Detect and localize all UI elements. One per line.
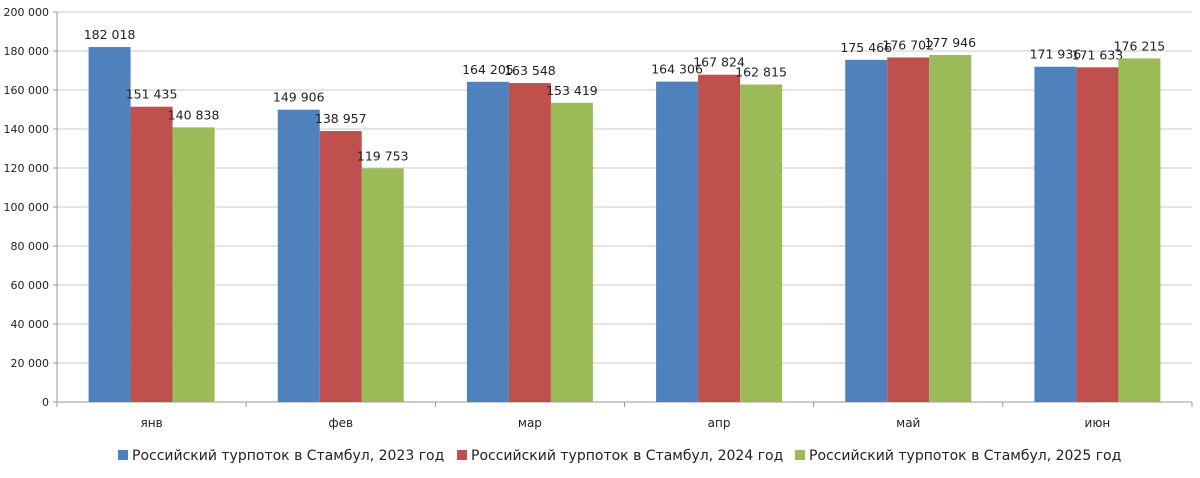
y-tick-label: 120 000: [4, 162, 50, 175]
bar-3-мар: [550, 102, 593, 402]
bar-3-май: [929, 55, 972, 402]
legend-label-3: Российский турпоток в Стамбул, 2025 год: [809, 448, 1121, 464]
x-tick-label: фев: [328, 416, 353, 430]
x-tick-label: янв: [141, 416, 163, 430]
bar-1-апр: [656, 81, 699, 402]
bar-3-фев: [361, 168, 404, 402]
data-label: 167 824: [693, 55, 745, 70]
y-tick-label: 60 000: [11, 279, 50, 292]
y-tick-label: 160 000: [4, 84, 50, 97]
bar-3-апр: [740, 84, 783, 403]
data-label: 151 435: [126, 87, 178, 102]
bar-1-янв: [88, 47, 131, 402]
bar-2-фев: [319, 131, 362, 402]
bar-2-май: [887, 57, 930, 403]
data-label: 153 419: [546, 83, 598, 98]
legend-label-2: Российский турпоток в Стамбул, 2024 год: [471, 448, 783, 464]
x-tick-label: июн: [1085, 416, 1111, 430]
legend-label-1: Российский турпоток в Стамбул, 2023 год: [132, 448, 444, 464]
bar-2-янв: [130, 106, 173, 402]
y-tick-label: 200 000: [4, 6, 50, 19]
data-label: 176 215: [1114, 38, 1166, 53]
bar-1-июн: [1034, 66, 1077, 403]
x-tick-label: мар: [518, 416, 542, 430]
data-label: 138 957: [315, 111, 367, 126]
bar-2-мар: [508, 83, 551, 403]
data-label: 177 946: [924, 35, 976, 50]
y-tick-label: 40 000: [11, 318, 50, 331]
bar-1-май: [845, 59, 888, 402]
bar-2-июн: [1076, 67, 1119, 403]
bar-3-июн: [1118, 58, 1161, 403]
data-label: 119 753: [357, 148, 409, 163]
data-label: 164 205: [462, 62, 514, 77]
y-tick-label: 100 000: [4, 201, 50, 214]
x-tick-label: апр: [708, 416, 731, 430]
legend-swatch-3: [795, 450, 805, 460]
data-label: 163 548: [504, 63, 556, 78]
y-tick-label: 20 000: [11, 357, 50, 370]
bar-3-янв: [172, 127, 215, 402]
bar-1-мар: [466, 81, 509, 403]
x-tick-label: май: [896, 416, 920, 430]
data-label: 182 018: [84, 27, 136, 42]
data-label: 164 306: [651, 62, 703, 77]
y-tick-label: 180 000: [4, 45, 50, 58]
y-tick-label: 140 000: [4, 123, 50, 136]
bar-1-фев: [277, 109, 320, 403]
bar-2-апр: [698, 74, 741, 403]
data-label: 162 815: [735, 65, 787, 80]
data-label: 149 906: [273, 90, 325, 105]
legend-swatch-1: [118, 450, 128, 460]
data-label: 171 633: [1072, 47, 1124, 62]
legend-swatch-2: [457, 450, 467, 460]
data-label: 140 838: [168, 107, 220, 122]
y-tick-label: 0: [42, 396, 49, 409]
data-label: 175 466: [840, 40, 892, 55]
data-label: 176 702: [882, 37, 934, 52]
y-tick-label: 80 000: [11, 240, 50, 253]
data-label: 171 936: [1030, 47, 1082, 62]
